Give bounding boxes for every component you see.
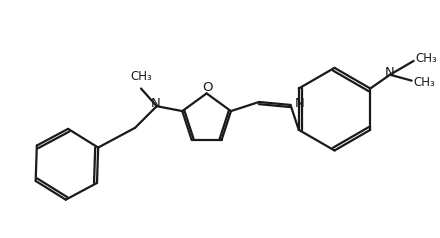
Text: N: N — [385, 66, 395, 79]
Text: CH₃: CH₃ — [415, 53, 437, 65]
Text: O: O — [202, 81, 213, 94]
Text: CH₃: CH₃ — [130, 69, 152, 83]
Text: N: N — [294, 97, 304, 110]
Text: N: N — [151, 97, 161, 110]
Text: CH₃: CH₃ — [414, 76, 435, 89]
